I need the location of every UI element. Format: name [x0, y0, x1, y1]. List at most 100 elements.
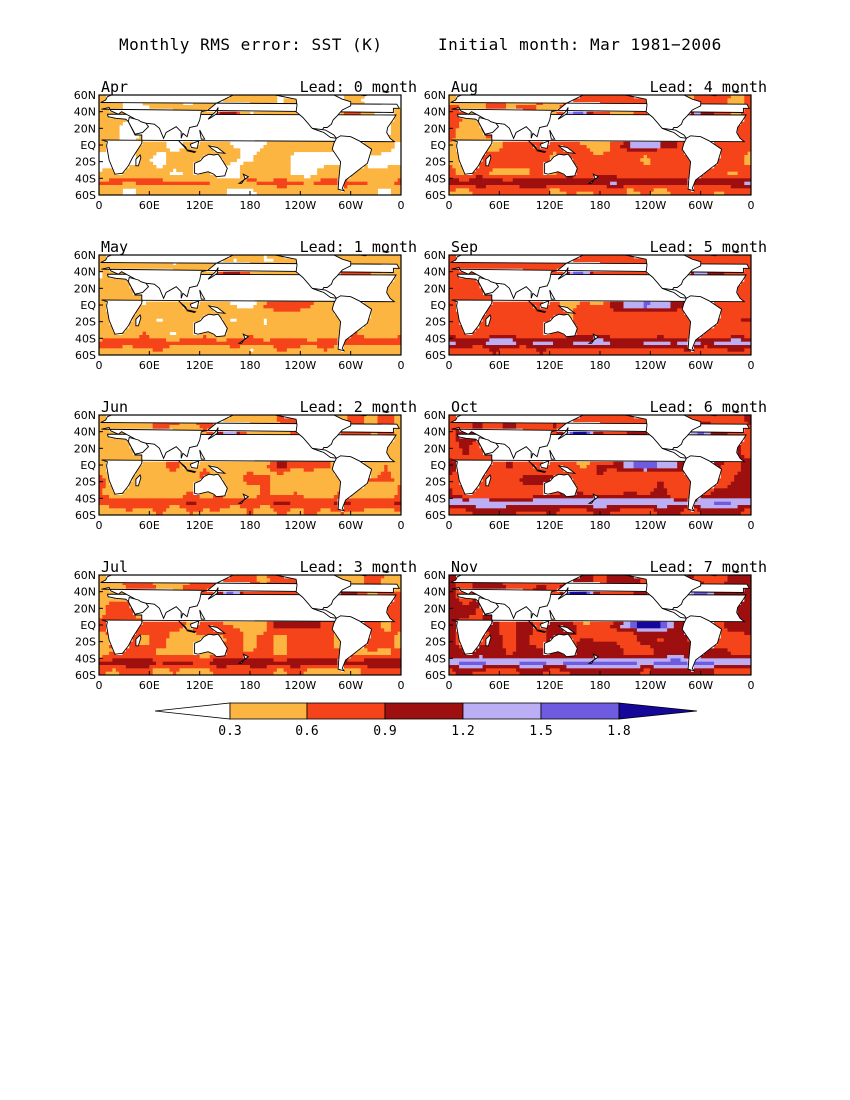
- rms-cell: [99, 305, 103, 309]
- rms-cell: [260, 148, 264, 153]
- rms-cell: [246, 325, 251, 329]
- rms-cell: [626, 168, 631, 173]
- rms-cell: [583, 175, 587, 179]
- rms-cell: [387, 171, 392, 176]
- rms-cell: [452, 261, 457, 266]
- rms-cell: [203, 175, 207, 179]
- rms-cell: [102, 285, 107, 289]
- rms-cell: [239, 348, 244, 353]
- rms-cell: [229, 185, 234, 189]
- rms-cell: [102, 178, 107, 183]
- lat-tick-label: 20S: [75, 316, 96, 329]
- rms-cell: [239, 351, 244, 356]
- rms-cell: [317, 175, 321, 179]
- rms-cell: [636, 188, 641, 193]
- rms-cell: [260, 165, 264, 169]
- rms-cell: [452, 95, 457, 99]
- rms-cell: [717, 95, 722, 99]
- rms-cell: [636, 151, 641, 156]
- rms-cell: [280, 155, 284, 159]
- rms-cell: [536, 261, 540, 266]
- rms-cell: [502, 325, 507, 329]
- rms-cell: [229, 271, 234, 276]
- rms-cell: [370, 271, 375, 276]
- rms-cell: [280, 158, 284, 163]
- rms-cell: [680, 171, 685, 176]
- rms-cell: [105, 328, 110, 333]
- rms-cell: [330, 178, 335, 183]
- rms-cell: [512, 168, 517, 173]
- rms-cell: [243, 181, 248, 186]
- rms-cell: [169, 351, 174, 356]
- rms-cell: [263, 175, 268, 179]
- rms-cell: [502, 158, 507, 163]
- rms-cell: [519, 301, 524, 306]
- rms-cell: [492, 145, 497, 149]
- rms-cell: [142, 178, 147, 183]
- lat-tick-label: 40N: [424, 106, 446, 119]
- rms-cell: [397, 188, 402, 193]
- rms-cell: [623, 161, 628, 166]
- rms-cell: [747, 128, 752, 133]
- rms-cell: [313, 328, 318, 333]
- rms-cell: [576, 171, 581, 176]
- rms-cell: [313, 338, 318, 343]
- rms-cell: [139, 145, 144, 149]
- rms-cell: [156, 301, 160, 306]
- rms-cell: [109, 345, 113, 349]
- rms-cell: [670, 148, 675, 153]
- rms-cell: [374, 171, 378, 176]
- lat-tick-label: 40N: [74, 266, 96, 279]
- rms-cell: [462, 111, 467, 116]
- rms-cell: [233, 178, 237, 183]
- rms-cell: [99, 175, 103, 179]
- rms-cell: [273, 168, 278, 173]
- rms-cell: [714, 181, 718, 186]
- rms-cell: [286, 271, 291, 276]
- rms-cell: [122, 331, 127, 336]
- rms-cell: [290, 305, 295, 309]
- rms-cell: [573, 191, 577, 196]
- rms-cell: [485, 345, 490, 349]
- rms-cell: [462, 181, 467, 186]
- rms-cell: [229, 311, 234, 316]
- rms-cell: [152, 145, 157, 149]
- rms-cell: [600, 165, 604, 169]
- rms-cell: [549, 145, 554, 149]
- rms-cell: [162, 328, 167, 333]
- rms-cell: [502, 311, 507, 316]
- rms-cell: [475, 125, 480, 129]
- rms-cell: [276, 191, 281, 196]
- rms-cell: [280, 185, 284, 189]
- rms-cell: [697, 111, 702, 116]
- rms-cell: [653, 155, 658, 159]
- rms-cell: [149, 165, 154, 169]
- rms-cell: [734, 171, 738, 176]
- rms-cell: [139, 191, 144, 196]
- rms-cell: [256, 181, 261, 186]
- rms-cell: [747, 101, 752, 106]
- rms-cell: [142, 168, 147, 173]
- rms-cell: [229, 98, 234, 103]
- rms-cell: [300, 341, 305, 346]
- rms-cell: [472, 125, 477, 129]
- rms-cell: [489, 345, 494, 349]
- rms-cell: [330, 325, 335, 329]
- rms-cell: [519, 148, 524, 153]
- rms-cell: [394, 348, 399, 353]
- rms-cell: [162, 308, 167, 313]
- rms-cell: [616, 145, 621, 149]
- rms-cell: [542, 151, 547, 156]
- rms-cell: [320, 331, 325, 336]
- rms-cell: [616, 148, 621, 153]
- rms-cell: [226, 155, 231, 159]
- rms-cell: [455, 168, 460, 173]
- rms-cell: [485, 175, 490, 179]
- rms-cell: [586, 95, 591, 99]
- rms-cell: [670, 181, 675, 186]
- rms-cell: [603, 185, 608, 189]
- rms-cell: [720, 165, 725, 169]
- rms-cell: [455, 135, 460, 139]
- rms-cell: [233, 155, 237, 159]
- rms-cell: [390, 131, 395, 136]
